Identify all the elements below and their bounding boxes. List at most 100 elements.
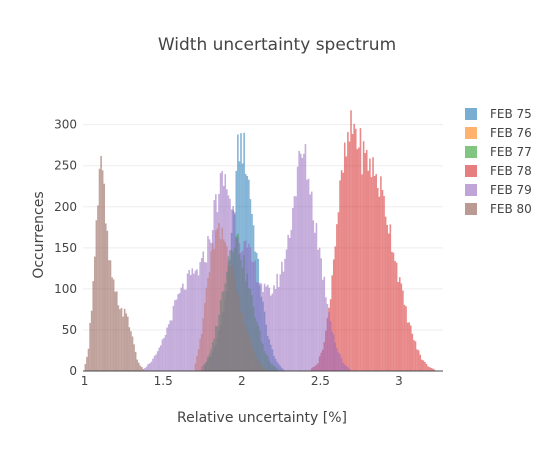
legend-label: FEB 77 xyxy=(490,145,532,159)
histogram-bar xyxy=(154,356,156,371)
histogram-bar xyxy=(125,313,127,371)
histogram-bar xyxy=(218,194,220,371)
histogram-bar xyxy=(135,352,137,371)
histogram-bar xyxy=(152,359,154,371)
histogram-bar xyxy=(235,238,237,371)
histogram-bar xyxy=(399,277,401,371)
histogram-bar xyxy=(220,173,222,371)
histogram-bar xyxy=(163,338,165,371)
histogram-bar xyxy=(287,235,289,371)
histogram-bar xyxy=(347,132,349,371)
histogram-bar xyxy=(344,365,346,371)
histogram-bar xyxy=(94,257,96,371)
legend-item[interactable]: FEB 77 xyxy=(465,145,532,159)
histogram-bar xyxy=(346,156,348,371)
histogram-bar xyxy=(396,263,398,371)
x-tick-label: 2.5 xyxy=(311,374,330,388)
histogram-bar xyxy=(254,260,256,371)
histogram-bar xyxy=(124,309,126,371)
histogram-bar xyxy=(168,324,170,371)
histogram-bar xyxy=(195,271,197,371)
histogram-bar xyxy=(429,367,431,371)
histogram-bar xyxy=(339,180,341,371)
histogram-bar xyxy=(113,279,115,371)
histogram-bar xyxy=(366,150,368,371)
legend-item[interactable]: FEB 79 xyxy=(465,183,532,197)
histogram-bar xyxy=(100,156,102,371)
histogram-bar xyxy=(320,258,322,371)
histogram-bar xyxy=(127,317,129,371)
histogram-bar xyxy=(423,360,425,371)
histogram-bar xyxy=(215,194,217,371)
histogram-bar xyxy=(360,128,362,371)
histogram-bar xyxy=(141,367,143,371)
histogram-bar xyxy=(231,209,233,371)
histogram-bar xyxy=(352,134,354,371)
histogram-bar xyxy=(324,277,326,371)
histogram-bar xyxy=(313,220,315,371)
histogram-bar xyxy=(364,153,366,371)
histogram-bar xyxy=(295,196,297,371)
histogram-bar xyxy=(264,284,266,371)
legend-item[interactable]: FEB 75 xyxy=(465,107,532,121)
histogram-bar xyxy=(415,341,417,371)
histogram-bar xyxy=(319,248,321,371)
histogram-bar xyxy=(169,320,171,371)
histogram-bar xyxy=(191,268,193,371)
histogram-bar xyxy=(97,205,99,371)
histogram-bar xyxy=(286,249,288,371)
histogram-bar xyxy=(333,335,335,371)
histogram-bar xyxy=(111,277,113,371)
legend-swatch xyxy=(465,146,477,158)
histogram-bar xyxy=(419,355,421,371)
histogram-bar xyxy=(379,197,381,371)
y-tick-label: 300 xyxy=(54,118,77,132)
histogram-bar xyxy=(185,290,187,371)
y-tick-label: 100 xyxy=(54,282,77,296)
histogram-bar xyxy=(179,293,181,371)
y-tick-label: 250 xyxy=(54,159,77,173)
histogram-bar xyxy=(341,359,343,371)
histogram-bar xyxy=(259,283,261,371)
histogram-bar xyxy=(239,243,241,371)
histogram-bar xyxy=(292,208,294,371)
histogram-bar xyxy=(226,189,228,371)
legend-item[interactable]: FEB 78 xyxy=(465,164,532,178)
histogram-bar xyxy=(390,224,392,371)
x-tick-label: 2 xyxy=(238,374,246,388)
histogram-bar xyxy=(407,323,409,371)
histogram-bar xyxy=(201,258,203,371)
histogram-bar xyxy=(202,251,204,371)
histogram-bar xyxy=(257,283,259,371)
histogram-bar xyxy=(102,170,104,371)
legend-item[interactable]: FEB 76 xyxy=(465,126,532,140)
histogram-bar xyxy=(209,239,211,371)
histogram-bar xyxy=(130,331,132,371)
histogram-bar xyxy=(342,173,344,371)
histogram-bar xyxy=(347,367,349,371)
y-tick-label: 0 xyxy=(69,364,77,378)
histogram-bar xyxy=(155,354,157,371)
histogram-bar xyxy=(383,196,385,371)
histogram-bar xyxy=(298,151,300,371)
histogram-bar xyxy=(272,293,274,371)
legend-item[interactable]: FEB 80 xyxy=(465,202,532,216)
histogram-bar xyxy=(382,190,384,371)
histogram-bar xyxy=(331,332,333,371)
histogram-bar xyxy=(427,366,429,371)
histogram-bar xyxy=(346,366,348,371)
legend-swatch xyxy=(465,184,477,196)
histogram-bar xyxy=(338,352,340,371)
histogram-bar xyxy=(336,348,338,371)
histogram-bar xyxy=(267,285,269,371)
legend-label: FEB 79 xyxy=(490,183,532,197)
histogram-bar xyxy=(424,362,426,371)
histogram-bar xyxy=(96,220,98,371)
histogram-bar xyxy=(149,363,151,371)
histogram-bar xyxy=(147,364,149,371)
histogram-bar xyxy=(377,188,379,371)
histogram-bar xyxy=(246,248,248,371)
histogram-bar xyxy=(160,345,162,371)
histogram-bar xyxy=(273,285,275,371)
histogram-bar xyxy=(204,262,206,371)
